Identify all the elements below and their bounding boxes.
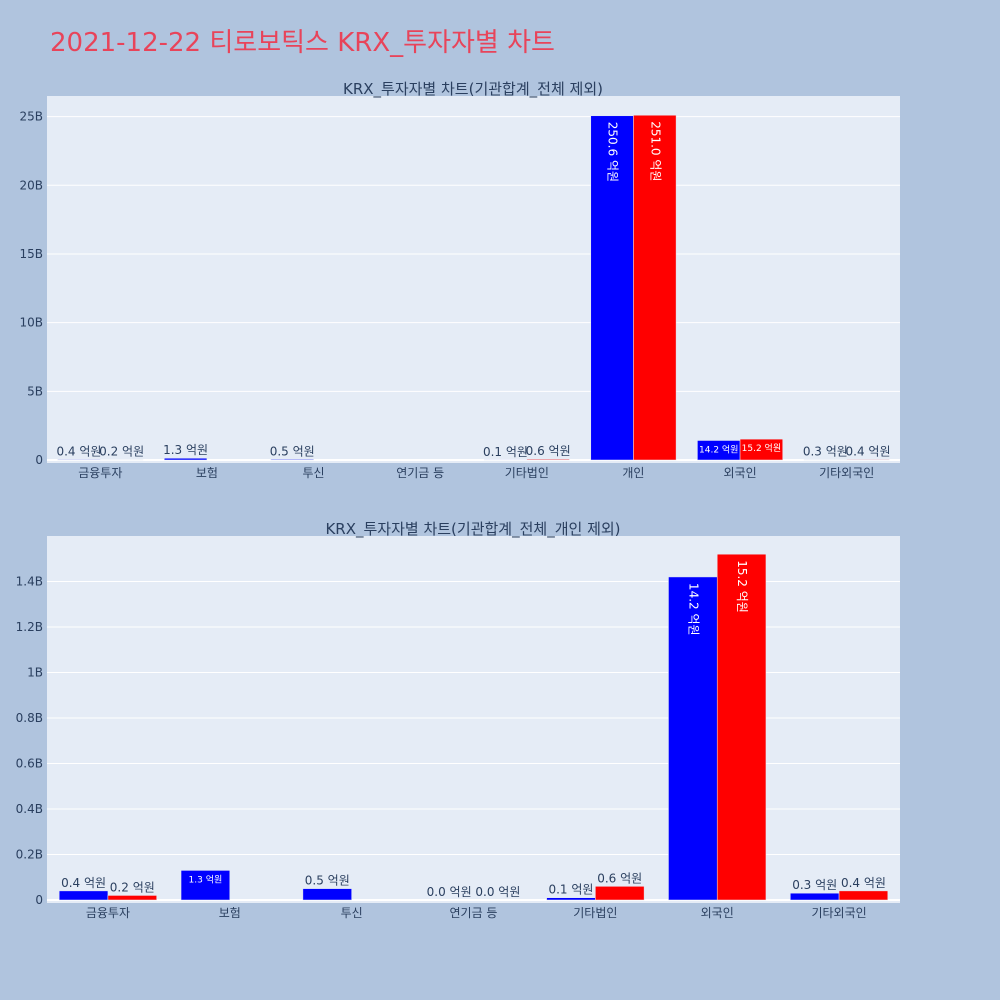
data-label: 0.6 억원 bbox=[597, 871, 642, 885]
y-tick-label: 20B bbox=[19, 178, 43, 192]
bar bbox=[739, 438, 783, 461]
plot-area bbox=[47, 536, 900, 903]
bar bbox=[57, 459, 101, 461]
y-tick-label: 25B bbox=[19, 110, 43, 124]
data-label: 0.3 억원 bbox=[803, 445, 848, 459]
bar bbox=[164, 457, 208, 461]
y-tick-label: 0.4B bbox=[16, 802, 43, 816]
x-tick-label: 기타법인 bbox=[505, 466, 549, 480]
data-label: 0.5 억원 bbox=[270, 444, 315, 458]
data-label: 14.2 억원 bbox=[686, 583, 700, 636]
data-label: 15.2 억원 bbox=[735, 560, 749, 613]
page-title: 2021-12-22 티로보틱스 KRX_투자자별 차트 bbox=[50, 28, 555, 58]
x-tick-label: 연기금 등 bbox=[450, 906, 498, 920]
bar bbox=[595, 886, 645, 901]
bar bbox=[668, 576, 718, 901]
y-tick-label: 0 bbox=[35, 453, 43, 467]
y-tick-label: 0.6B bbox=[16, 757, 43, 771]
x-tick-label: 보험 bbox=[219, 906, 241, 920]
data-label: 0.4 억원 bbox=[56, 444, 101, 458]
chart-title: KRX_투자자별 차트(기관합계_전체 제외) bbox=[343, 80, 603, 99]
bar bbox=[546, 897, 596, 901]
bar bbox=[716, 553, 767, 901]
bar bbox=[790, 892, 840, 901]
chart-investor-all: KRX_투자자별 차트(기관합계_전체 제외) 05B10B15B20B25B … bbox=[19, 80, 900, 480]
data-label: 0.4 억원 bbox=[841, 876, 886, 890]
y-tick-label: 1.2B bbox=[16, 620, 43, 634]
x-tick-label: 투신 bbox=[303, 466, 325, 480]
bar bbox=[270, 459, 314, 461]
data-label: 0.2 억원 bbox=[110, 880, 155, 894]
chart-investor-excl-individual: KRX_투자자별 차트(기관합계_전체_개인 제외) 0 0.2B 0.4B 0.6B… bbox=[16, 520, 900, 920]
bar bbox=[58, 890, 109, 901]
y-tick-label: 1.4B bbox=[16, 575, 43, 589]
data-label: 0.4 억원 bbox=[846, 444, 891, 458]
data-label: 0.2 억원 bbox=[99, 445, 144, 459]
data-label: 0.5 억원 bbox=[305, 874, 350, 888]
y-tick-label: 1B bbox=[27, 666, 43, 680]
data-label: 1.3 억원 bbox=[189, 873, 223, 885]
x-tick-label: 기타외국인 bbox=[811, 906, 866, 920]
x-tick-label: 금융투자 bbox=[86, 906, 130, 920]
x-tick-label: 연기금 등 bbox=[396, 466, 444, 480]
y-tick-label: 0.8B bbox=[16, 711, 43, 725]
bar bbox=[107, 895, 157, 901]
y-tick-label: 10B bbox=[19, 316, 43, 330]
plot-area bbox=[47, 96, 900, 463]
y-tick-label: 0.2B bbox=[16, 848, 43, 862]
bar bbox=[846, 459, 890, 461]
data-label: 0.0 억원 bbox=[475, 885, 520, 899]
bar bbox=[302, 888, 352, 901]
x-tick-label: 외국인 bbox=[724, 466, 757, 480]
y-tick-label: 5B bbox=[27, 384, 43, 398]
data-label: 1.3 억원 bbox=[163, 443, 208, 457]
x-tick-label: 개인 bbox=[622, 466, 644, 480]
data-label: 0.6 억원 bbox=[526, 444, 571, 458]
bar bbox=[838, 890, 889, 901]
bar bbox=[590, 115, 634, 461]
data-label: 15.2 억원 bbox=[742, 442, 781, 454]
data-label: 0.1 억원 bbox=[548, 883, 593, 897]
data-label: 0.3 억원 bbox=[792, 878, 837, 892]
x-tick-label: 기타외국인 bbox=[819, 466, 874, 480]
y-tick-label: 15B bbox=[19, 247, 43, 261]
data-label: 0.0 억원 bbox=[427, 885, 472, 899]
chart-title: KRX_투자자별 차트(기관합계_전체_개인 제외) bbox=[325, 520, 620, 539]
y-tick-label: 0 bbox=[35, 893, 43, 907]
x-tick-label: 투신 bbox=[341, 906, 363, 920]
bar bbox=[180, 870, 231, 901]
data-label: 0.4 억원 bbox=[61, 876, 106, 890]
data-label: 251.0 억원 bbox=[648, 121, 662, 181]
data-label: 250.6 억원 bbox=[606, 122, 620, 182]
data-label: 14.2 억원 bbox=[699, 443, 738, 455]
data-label: 0.1 억원 bbox=[483, 445, 528, 459]
x-tick-label: 금융투자 bbox=[78, 466, 122, 480]
bar bbox=[526, 458, 570, 461]
x-tick-label: 외국인 bbox=[701, 906, 734, 920]
x-tick-label: 보험 bbox=[196, 466, 218, 480]
bar bbox=[633, 114, 677, 461]
x-tick-label: 기타법인 bbox=[573, 906, 617, 920]
